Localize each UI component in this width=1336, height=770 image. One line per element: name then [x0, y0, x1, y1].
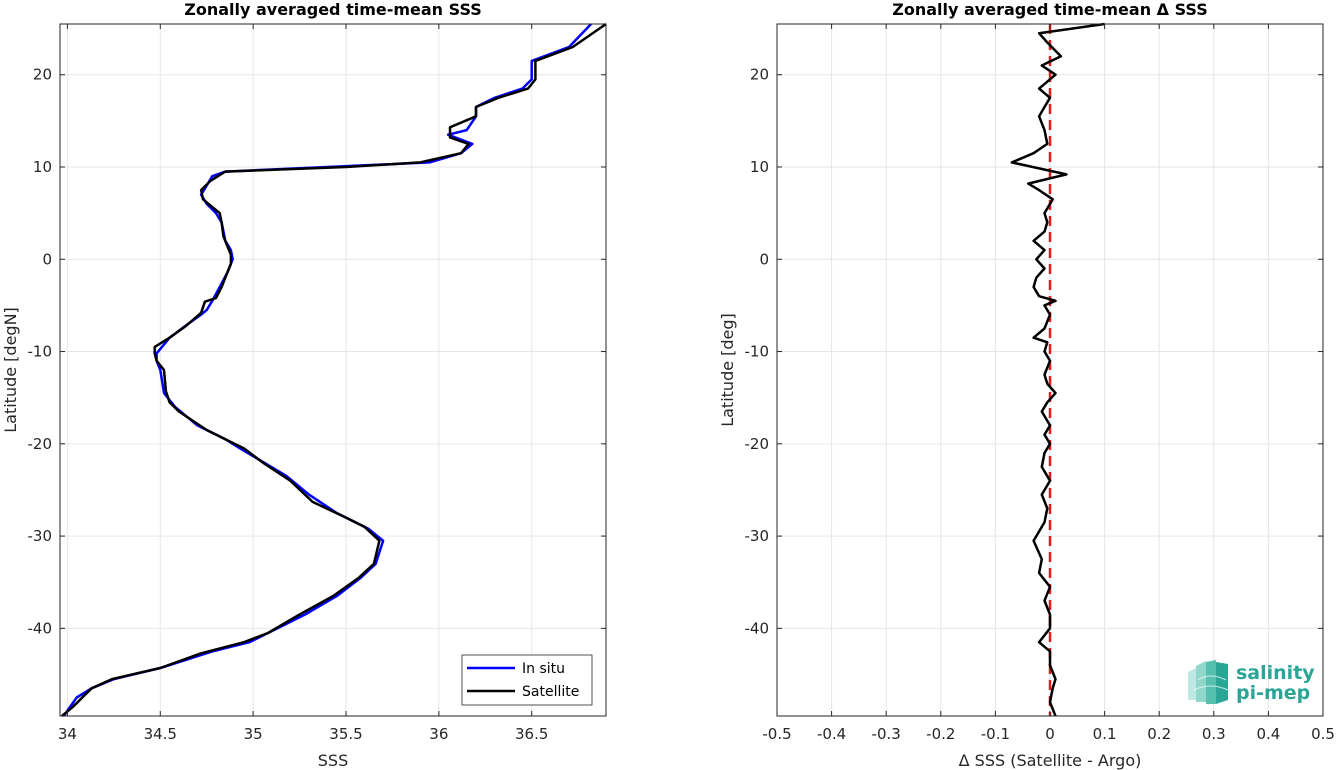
legend-box	[461, 654, 593, 706]
left-y-tick-label: -30	[28, 527, 53, 545]
right-x-tick-label: -0.1	[981, 725, 1010, 743]
left-y-tick-label: 10	[33, 158, 52, 176]
right-x-tick-label: 0.1	[1093, 725, 1117, 743]
logo-wave-1	[1188, 668, 1196, 700]
left-x-tick-label: 34.5	[144, 725, 177, 743]
left-y-tick-label: 0	[42, 250, 52, 268]
right-y-axis-label: Latitude [deg]	[718, 313, 737, 427]
left-axes-frame	[59, 23, 607, 717]
left-grid	[60, 24, 606, 716]
right-y-tick-label: 10	[750, 158, 769, 176]
left-chart-title: Zonally averaged time-mean SSS	[184, 0, 482, 19]
right-panel: -0.5 -0.4 -0.3 -0.2 -0.1 0 0.1 0.2 0.3 0.4 0.5 -40 -…	[718, 0, 1335, 770]
left-y-tick-label: 20	[33, 66, 52, 84]
logo-wave-3	[1206, 660, 1216, 704]
right-x-tick-label: -0.3	[872, 725, 901, 743]
right-x-tick-label: 0.3	[1202, 725, 1226, 743]
left-x-tick-label: 34	[58, 725, 77, 743]
right-x-tick-label: 0	[1045, 725, 1055, 743]
right-x-tick-label: -0.5	[762, 725, 791, 743]
logo-wave-4	[1216, 662, 1228, 704]
left-x-tick-label: 36.5	[515, 725, 548, 743]
right-x-tick-label: 0.4	[1256, 725, 1280, 743]
left-x-tick-label: 35	[244, 725, 263, 743]
left-y-axis-label: Latitude [degN]	[1, 307, 20, 433]
right-y-tick-label: 20	[750, 66, 769, 84]
left-y-tick-label: -20	[28, 435, 53, 453]
left-x-axis-label: SSS	[318, 751, 348, 770]
right-x-tick-label: -0.4	[817, 725, 846, 743]
logo-wave-line-1	[1197, 675, 1227, 681]
legend-in-situ-label: In situ	[522, 661, 565, 677]
right-series-delta-sss	[1010, 22, 1105, 717]
right-y-tick-label: -20	[745, 435, 770, 453]
right-series-lines	[1010, 22, 1105, 717]
legend: In situ Satellite	[461, 654, 593, 706]
salinity-pi-mep-logo: salinity pi-mep	[1188, 660, 1315, 704]
left-series-satellite	[61, 22, 607, 717]
legend-satellite-label: Satellite	[522, 684, 579, 700]
right-y-tick-label: -40	[745, 619, 770, 637]
left-series-lines	[61, 22, 607, 717]
logo-wave-line-2	[1193, 685, 1229, 691]
left-y-tick-label: -10	[28, 343, 53, 361]
right-x-tick-label: 0.2	[1147, 725, 1171, 743]
right-x-tick-label: 0.5	[1311, 725, 1335, 743]
left-panel: 34 34.5 35 35.5 36 36.5 -40 -30 -20 -10 0 10 20 Zona…	[1, 0, 607, 770]
logo-wave-2	[1196, 661, 1206, 702]
right-y-tick-label: -30	[745, 527, 770, 545]
left-x-tick-label: 35.5	[329, 725, 362, 743]
right-chart-title: Zonally averaged time-mean Δ SSS	[892, 0, 1208, 19]
left-axes-background	[60, 24, 606, 716]
left-ticks: 34 34.5 35 35.5 36 36.5 -40 -30 -20 -10 0 10 20	[28, 24, 606, 743]
right-y-tick-label: -10	[745, 343, 770, 361]
logo-line-1: salinity	[1236, 662, 1315, 684]
logo-line-2: pi-mep	[1236, 682, 1310, 704]
right-ticks: -0.5 -0.4 -0.3 -0.2 -0.1 0 0.1 0.2 0.3 0.4 0.5 -40 -…	[745, 24, 1335, 743]
left-series-in-situ	[62, 23, 593, 717]
right-x-axis-label: Δ SSS (Satellite - Argo)	[959, 751, 1142, 770]
left-x-tick-label: 36	[429, 725, 448, 743]
right-y-tick-label: 0	[759, 250, 769, 268]
right-x-tick-label: -0.2	[926, 725, 955, 743]
left-y-tick-label: -40	[28, 619, 53, 637]
